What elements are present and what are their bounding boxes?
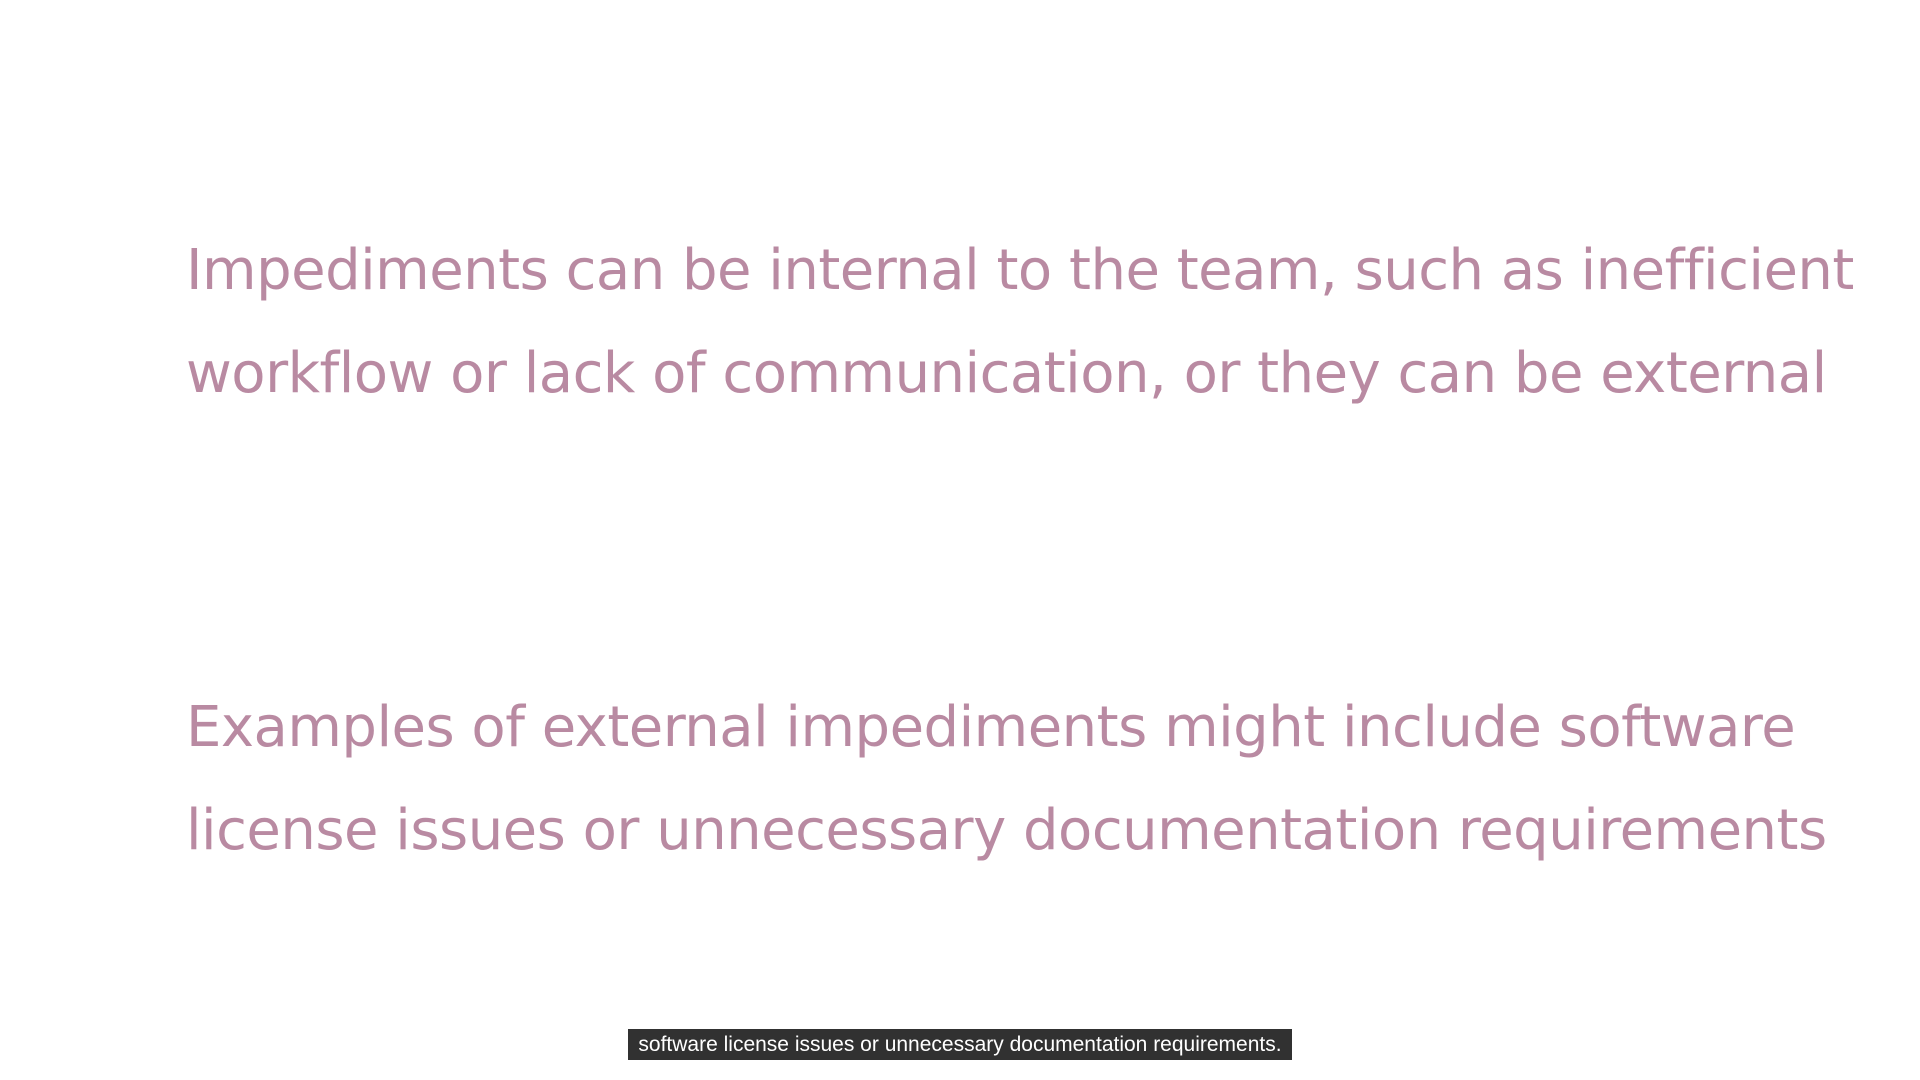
subtitle-container: software license issues or unnecessary d… xyxy=(0,1029,1920,1060)
slide-paragraph-external-examples: Examples of external impediments might i… xyxy=(186,676,1827,882)
slide-paragraph-line: license issues or unnecessary documentat… xyxy=(186,798,1827,863)
slide-paragraph-line: workflow or lack of communication, or th… xyxy=(186,341,1827,406)
slide-paragraph-internal-impediments: Impediments can be internal to the team,… xyxy=(186,219,1854,425)
slide-paragraph-line: Impediments can be internal to the team,… xyxy=(186,238,1854,303)
slide-paragraph-line: Examples of external impediments might i… xyxy=(186,695,1796,760)
subtitle-caption: software license issues or unnecessary d… xyxy=(628,1029,1292,1060)
